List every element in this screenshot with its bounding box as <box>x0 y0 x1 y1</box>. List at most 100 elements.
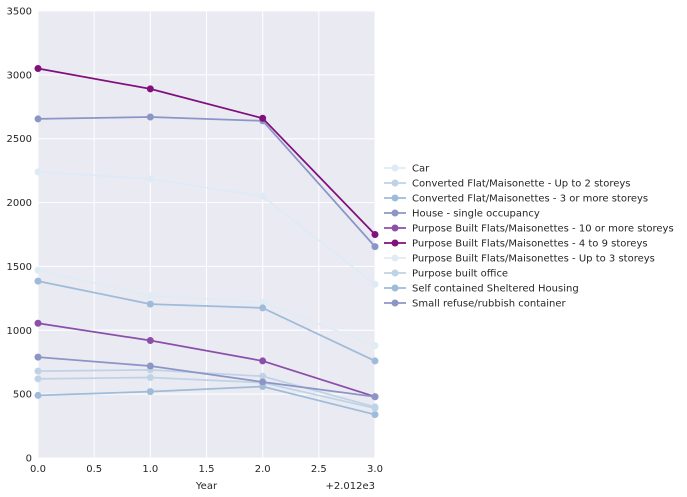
series-lines <box>34 64 379 419</box>
data-point <box>371 243 379 251</box>
data-point <box>146 175 154 183</box>
data-point <box>259 378 267 386</box>
series-line <box>37 369 376 408</box>
data-point <box>34 64 42 72</box>
legend-marker <box>391 284 399 292</box>
legend-label: Self contained Sheltered Housing <box>412 284 579 295</box>
data-point <box>34 266 42 274</box>
data-point <box>259 304 267 312</box>
x-tick-label: 0.5 <box>86 464 102 475</box>
legend-item: Purpose Built Flats/Maisonettes - Up to … <box>384 254 655 265</box>
x-axis-title: Year <box>195 481 218 492</box>
data-point <box>146 388 154 396</box>
y-tick-label: 0 <box>26 454 32 465</box>
legend: Car Converted Flat/Maisonette - Up to 2 s… <box>384 164 674 310</box>
legend-marker <box>391 239 399 247</box>
x-axis-offset-label: +2.012e3 <box>325 481 375 492</box>
data-point <box>146 113 154 121</box>
x-tick-labels: 0.0 0.5 1.0 1.5 2.0 2.5 3.0 <box>30 464 383 475</box>
data-point <box>34 277 42 285</box>
y-tick-label: 2000 <box>7 198 32 209</box>
series-line <box>37 116 376 248</box>
legend-item: Converted Flat/Maisonettes - 3 or more s… <box>384 194 648 205</box>
series-9 <box>34 277 379 365</box>
data-point <box>146 362 154 370</box>
y-tick-label: 1000 <box>7 326 32 337</box>
data-point <box>146 292 154 300</box>
y-tick-label: 2500 <box>7 134 32 145</box>
series-3 <box>34 382 379 419</box>
data-point <box>146 85 154 93</box>
data-point <box>34 367 42 375</box>
legend-label: Purpose Built Flats/Maisonettes - 10 or … <box>412 224 674 235</box>
x-tick-label: 3.0 <box>367 464 383 475</box>
data-point <box>371 280 379 288</box>
data-point <box>34 319 42 327</box>
data-point <box>34 353 42 361</box>
series-line <box>37 269 376 347</box>
series-line <box>37 385 376 416</box>
legend-item: Self contained Sheltered Housing <box>384 284 579 295</box>
legend-label: Purpose Built Flats/Maisonettes - Up to … <box>412 254 655 265</box>
data-point <box>34 115 42 123</box>
series-1 <box>34 168 379 288</box>
y-tick-label: 3500 <box>7 7 32 18</box>
legend-label: Converted Flat/Maisonettes - 3 or more s… <box>412 194 648 205</box>
legend-label: Purpose built office <box>412 269 508 280</box>
data-point <box>146 300 154 308</box>
data-point <box>371 404 379 412</box>
data-point <box>371 393 379 401</box>
data-point <box>146 374 154 382</box>
series-line <box>37 376 376 410</box>
legend-marker <box>391 224 399 232</box>
legend-item: Converted Flat/Maisonette - Up to 2 stor… <box>384 179 631 190</box>
data-point <box>371 231 379 238</box>
data-point <box>34 168 42 176</box>
x-tick-label: 2.5 <box>311 464 327 475</box>
legend-item: Car <box>384 164 430 175</box>
y-tick-labels: 0 500 1000 1500 2000 2500 3000 3500 <box>7 7 32 465</box>
series-line <box>37 280 376 362</box>
series-7 <box>34 266 379 350</box>
x-tick-label: 1.5 <box>199 464 215 475</box>
legend-marker <box>391 254 399 262</box>
legend-marker <box>391 179 399 187</box>
data-point <box>259 192 267 200</box>
legend-label: Converted Flat/Maisonette - Up to 2 stor… <box>412 179 631 190</box>
legend-label: Purpose Built Flats/Maisonettes - 4 to 9… <box>412 239 648 250</box>
series-10 <box>34 353 379 401</box>
legend-marker <box>391 269 399 277</box>
legend-marker <box>391 194 399 202</box>
data-point <box>259 372 267 380</box>
legend-item: Purpose Built Flats/Maisonettes - 4 to 9… <box>384 239 648 250</box>
data-point <box>259 114 267 122</box>
y-tick-label: 1500 <box>7 262 32 273</box>
data-point <box>259 298 267 306</box>
x-tick-label: 0.0 <box>30 464 46 475</box>
legend-item: Purpose Built Flats/Maisonettes - 10 or … <box>384 224 674 235</box>
x-tick-label: 2.0 <box>255 464 271 475</box>
legend-item: Purpose built office <box>384 269 508 280</box>
series-line <box>37 356 376 398</box>
data-point <box>259 357 267 365</box>
data-point <box>146 337 154 345</box>
x-tick-label: 1.0 <box>142 464 158 475</box>
legend-marker <box>391 164 399 172</box>
series-line <box>37 67 376 236</box>
legend-marker <box>391 299 399 307</box>
data-point <box>371 357 379 365</box>
data-point <box>34 391 42 399</box>
data-point <box>371 342 379 350</box>
legend-label: Small refuse/rubbish container <box>412 299 567 310</box>
data-point <box>34 375 42 383</box>
series-6 <box>34 64 379 238</box>
y-tick-label: 500 <box>13 390 32 401</box>
legend-item: Small refuse/rubbish container <box>384 299 567 310</box>
legend-label: Car <box>412 164 430 175</box>
legend-marker <box>391 209 399 217</box>
series-line <box>37 171 376 285</box>
legend-item: House - single occupancy <box>384 209 540 220</box>
data-point <box>371 411 379 419</box>
series-line <box>37 322 376 398</box>
